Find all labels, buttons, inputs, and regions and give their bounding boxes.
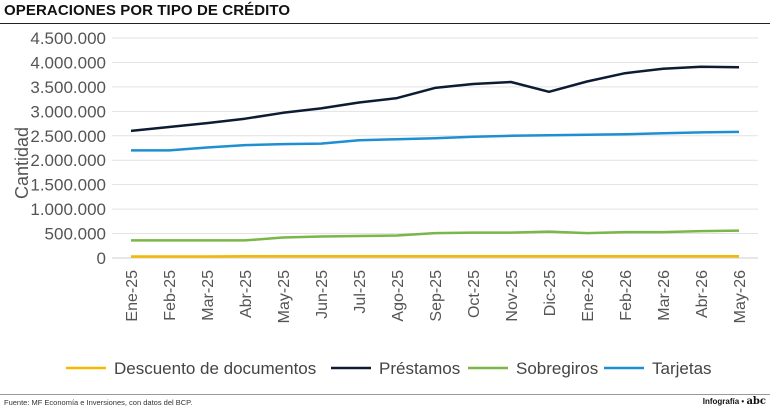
footer-divider bbox=[0, 394, 770, 395]
x-tick-label: May-26 bbox=[732, 270, 749, 323]
y-axis-label: Cantidad bbox=[12, 127, 32, 199]
y-tick-label: 3.500.000 bbox=[30, 78, 106, 97]
series-line bbox=[131, 130, 740, 152]
grid-lines bbox=[112, 37, 758, 259]
y-tick-label: 500.000 bbox=[45, 225, 106, 244]
source-note: Fuente: MF Economía e Inversiones, con d… bbox=[4, 398, 193, 407]
x-tick-label: Jun-25 bbox=[314, 270, 331, 319]
x-tick-label: Feb-25 bbox=[162, 270, 179, 321]
y-tick-label: 2.500.000 bbox=[30, 127, 106, 146]
x-tick-label: Abr-25 bbox=[238, 270, 255, 318]
x-tick-label: Mar-26 bbox=[656, 270, 673, 321]
y-tick-label: 1.000.000 bbox=[30, 200, 106, 219]
legend-label: Descuento de documentos bbox=[114, 359, 316, 378]
legend-label: Tarjetas bbox=[652, 359, 712, 378]
y-axis-ticks: 0 500.000 1.000.000 1.500.000 2.000.000 2.500… bbox=[30, 29, 106, 268]
series-line bbox=[131, 229, 740, 242]
line-chart: 0 500.000 1.000.000 1.500.000 2.000.000 2.500… bbox=[12, 29, 758, 378]
legend-label: Sobregiros bbox=[516, 359, 598, 378]
y-tick-label: 4.000.000 bbox=[30, 53, 106, 72]
x-tick-label: Jul-25 bbox=[352, 270, 369, 314]
x-tick-label: Feb-26 bbox=[618, 270, 635, 321]
x-tick-label: Dic-25 bbox=[542, 270, 559, 316]
y-tick-label: 4.500.000 bbox=[30, 29, 106, 48]
x-axis-ticks: Ene-25 Feb-25 Mar-25 Abr-25 May-25 Jun-25 Jul-… bbox=[124, 270, 749, 323]
x-tick-label: Abr-26 bbox=[694, 270, 711, 318]
legend-label: Préstamos bbox=[379, 359, 460, 378]
y-tick-label: 0 bbox=[97, 249, 106, 268]
x-tick-label: Oct-25 bbox=[466, 270, 483, 318]
credit: Infografía • abc bbox=[703, 396, 766, 407]
x-tick-label: Sep-25 bbox=[428, 270, 445, 322]
brand-logo: abc bbox=[746, 396, 766, 407]
x-tick-label: Ene-26 bbox=[580, 270, 597, 322]
series-lines bbox=[130, 65, 740, 258]
x-tick-label: Ene-25 bbox=[124, 270, 141, 322]
x-tick-label: May-25 bbox=[276, 270, 293, 323]
y-tick-label: 2.000.000 bbox=[30, 151, 106, 170]
credit-prefix: Infografía • bbox=[702, 397, 745, 406]
x-tick-label: Mar-25 bbox=[200, 270, 217, 321]
legend: Descuento de documentos Préstamos Sobregir… bbox=[66, 359, 712, 378]
series-line bbox=[130, 65, 740, 133]
y-tick-label: 3.000.000 bbox=[30, 102, 106, 121]
x-tick-label: Nov-25 bbox=[504, 270, 521, 322]
chart-title: OPERACIONES POR TIPO DE CRÉDITO bbox=[4, 2, 291, 19]
x-tick-label: Ago-25 bbox=[390, 270, 407, 322]
y-tick-label: 1.500.000 bbox=[30, 176, 106, 195]
title-divider bbox=[0, 23, 770, 24]
